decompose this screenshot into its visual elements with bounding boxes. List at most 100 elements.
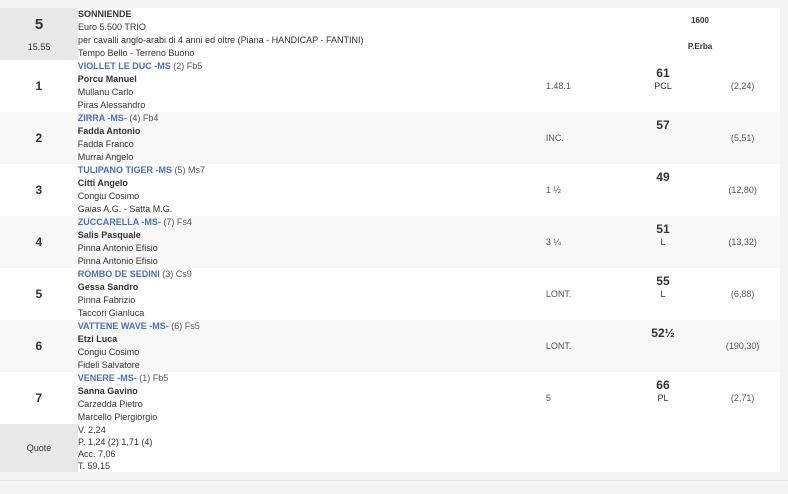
quote-values: V. 2,24 P. 1,24 (2) 1,71 (4) Acc. 7,06 T… [78, 424, 545, 472]
trainer-name: Pinna Antonio Efisio [77, 243, 158, 253]
owner-name: Gaias A.G. - Satta M.G. [77, 204, 173, 214]
runner-info: TULIPANO TIGER -MS (5) Ms7 Citti Angelo … [78, 164, 543, 216]
owner-name: Taccori Gianluca [77, 308, 145, 318]
odds: (190,30) [725, 340, 760, 351]
horse-name-link[interactable]: TULIPANO TIGER -MS [77, 165, 173, 175]
horse-name-link[interactable]: VATTENE WAVE -MS- [77, 321, 169, 331]
weight: 51 [656, 222, 670, 236]
runner-info: VIOLLET LE DUC -MS (2) Fb5 Porcu Manuel … [78, 60, 543, 112]
horse-name-link[interactable]: ROMBO DE SEDINI [77, 269, 160, 279]
finish-position: 3 [35, 182, 43, 197]
race-conditions: per cavalli anglo-arabi di 4 anni ed olt… [78, 35, 364, 45]
weight: 52½ [651, 326, 675, 340]
distance-or-time: 3 ¼ [545, 236, 561, 247]
weight-note: PL [657, 393, 669, 403]
horse-details: (4) Fb4 [126, 113, 159, 123]
horse-name-link[interactable]: ZIRRA -MS- [77, 113, 127, 123]
race-meta: 1600 P.Erba [620, 8, 780, 60]
odds: (2,71) [730, 392, 755, 403]
jockey-name: Fadda Antonio [77, 126, 141, 136]
quote-label: Quote [0, 424, 78, 472]
race-time: 15.55 [27, 41, 51, 52]
runner-info: VENERE -MS- (1) Fb5 Sanna Gavino Carzedd… [78, 372, 543, 424]
weight-cell: 61 PCL [621, 60, 706, 112]
odds: (5,51) [730, 132, 755, 143]
weight: 57 [656, 118, 670, 132]
finish-position: 4 [35, 234, 43, 249]
horse-details: (7) Fs4 [160, 217, 192, 227]
runner-row: 3 TULIPANO TIGER -MS (5) Ms7 Citti Angel… [0, 164, 780, 216]
race-header-row: 5 15.55 SONNIENDE Euro 5.500 TRIO per ca… [0, 8, 780, 60]
odds: (12,80) [728, 184, 757, 195]
horse-details: (3) Cs9 [159, 269, 192, 279]
race-number: 5 [34, 15, 44, 33]
distance-or-time: 1.48.1 [545, 80, 571, 91]
jockey-name: Citti Angelo [77, 178, 128, 188]
race-prize: Euro 5.500 TRIO [78, 22, 146, 32]
jockey-name: Salis Pasquale [77, 230, 141, 240]
odds: (2,24) [730, 80, 755, 91]
quote-row: Quote V. 2,24 P. 1,24 (2) 1,71 (4) Acc. … [0, 424, 780, 472]
weight-cell: 66 PL [621, 372, 706, 424]
weight-cell: 51 L [621, 216, 706, 268]
weight-cell: 57 [621, 112, 706, 164]
trainer-name: Congiu Cosimo [77, 347, 140, 357]
race-info: SONNIENDE Euro 5.500 TRIO per cavalli an… [78, 8, 545, 60]
owner-name: Marcello Piergiorgio [77, 412, 158, 422]
finish-position: 2 [35, 130, 43, 145]
trainer-name: Congiu Cosimo [77, 191, 140, 201]
weight: 55 [656, 274, 670, 288]
distance-or-time: 5 [545, 392, 551, 403]
weight-cell: 49 [621, 164, 706, 216]
jockey-name: Etzi Luca [77, 334, 118, 344]
race-distance: 1600 [691, 16, 709, 25]
horse-name-link[interactable]: VENERE -MS- [77, 373, 137, 383]
runner-info: VATTENE WAVE -MS- (6) Fs5 Etzi Luca Cong… [78, 320, 543, 372]
distance-or-time: LONT. [545, 288, 572, 299]
jockey-name: Porcu Manuel [77, 74, 137, 84]
owner-name: Fideli Salvatore [77, 360, 140, 370]
horse-details: (5) Ms7 [172, 165, 206, 175]
horse-name-link[interactable]: ZUCCARELLA -MS- [77, 217, 161, 227]
race-weather: Tempo Bello - Terreno Buono [78, 48, 195, 58]
runner-row: 7 VENERE -MS- (1) Fb5 Sanna Gavino Carze… [0, 372, 780, 424]
distance-or-time: LONT. [545, 340, 572, 351]
runner-row: 2 ZIRRA -MS- (4) Fb4 Fadda Antonio Fadda… [0, 112, 780, 164]
runner-info: ZUCCARELLA -MS- (7) Fs4 Salis Pasquale P… [78, 216, 543, 268]
trainer-name: Mullanu Carlo [77, 87, 134, 97]
trainer-name: Pinna Fabrizio [77, 295, 136, 305]
trainer-name: Fadda Franco [77, 139, 134, 149]
weight-note: L [660, 289, 666, 299]
runner-info: ROMBO DE SEDINI (3) Cs9 Gessa Sandro Pin… [78, 268, 543, 320]
distance-or-time: INC. [545, 132, 564, 143]
horse-details: (2) Fb5 [170, 61, 203, 71]
odds: (6,88) [730, 288, 755, 299]
race-results-table: 5 15.55 SONNIENDE Euro 5.500 TRIO per ca… [0, 8, 780, 472]
finish-position: 5 [35, 286, 43, 301]
race-number-cell: 5 15.55 [0, 8, 78, 60]
race-track: P.Erba [687, 42, 713, 51]
weight: 66 [656, 378, 670, 392]
finish-position: 1 [35, 78, 43, 93]
odds: (13,32) [728, 236, 757, 247]
horse-details: (6) Fs5 [168, 321, 200, 331]
weight-note: L [660, 237, 666, 247]
trainer-name: Carzedda Pietro [77, 399, 143, 409]
horse-name-link[interactable]: VIOLLET LE DUC -MS [77, 61, 171, 71]
jockey-name: Gessa Sandro [77, 282, 139, 292]
weight-cell: 55 L [621, 268, 706, 320]
weight: 49 [656, 170, 670, 184]
quote-line: Acc. 7,06 [78, 449, 116, 459]
owner-name: Murrai Angelo [77, 152, 134, 162]
horse-details: (1) Fb5 [136, 373, 169, 383]
distance-or-time: 1 ½ [545, 184, 561, 195]
runner-row: 4 ZUCCARELLA -MS- (7) Fs4 Salis Pasquale… [0, 216, 780, 268]
quote-line: P. 1,24 (2) 1,71 (4) [78, 437, 153, 447]
quote-line: V. 2,24 [78, 425, 106, 435]
divider [0, 480, 788, 481]
weight-cell: 52½ [621, 320, 706, 372]
finish-position: 7 [35, 390, 43, 405]
runner-row: 6 VATTENE WAVE -MS- (6) Fs5 Etzi Luca Co… [0, 320, 780, 372]
runner-info: ZIRRA -MS- (4) Fb4 Fadda Antonio Fadda F… [78, 112, 543, 164]
weight-note: PCL [654, 81, 672, 91]
